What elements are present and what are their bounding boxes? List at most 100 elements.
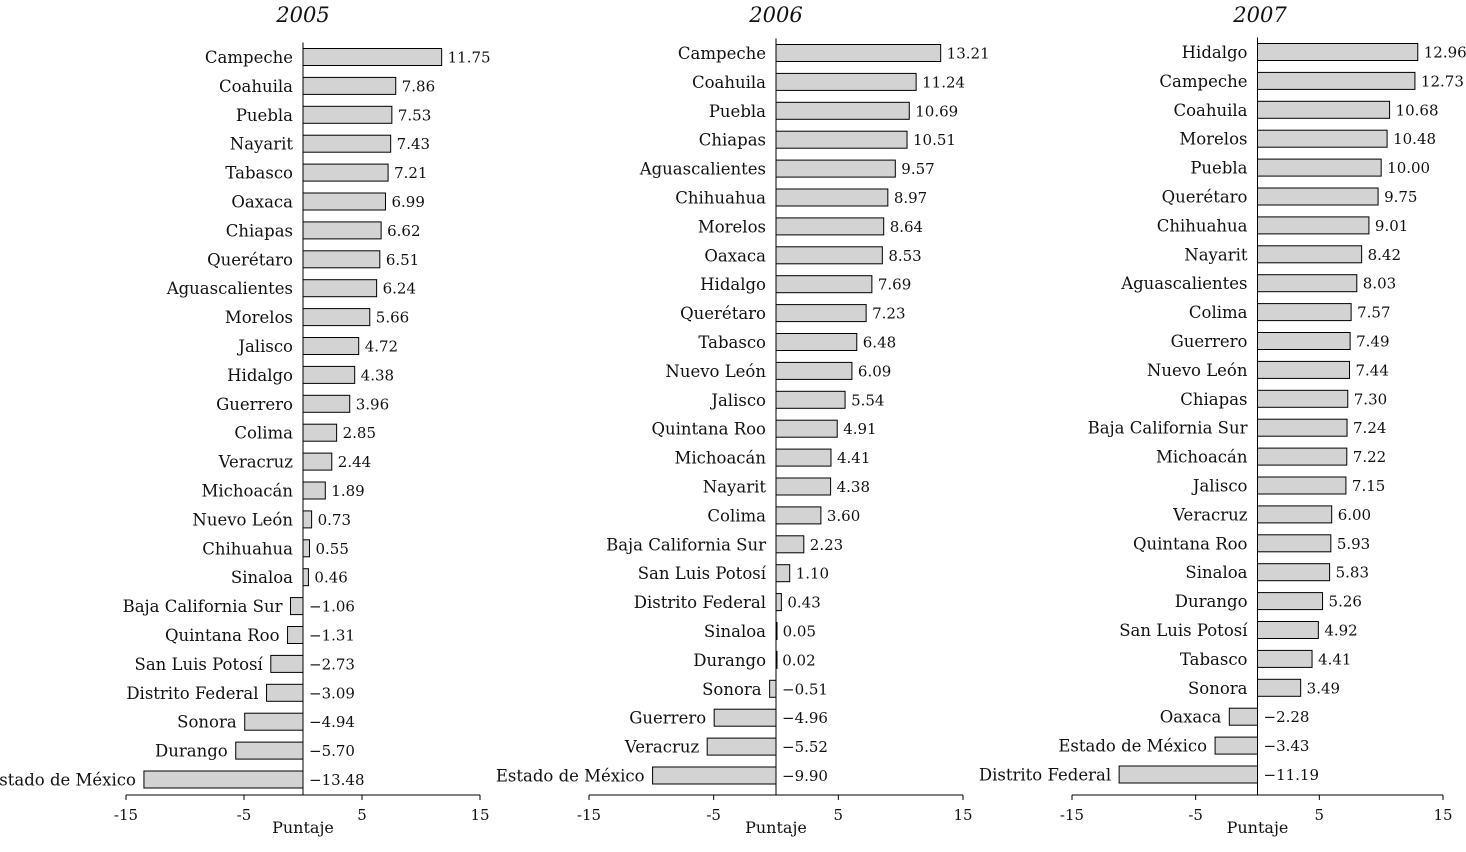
value-label: 7.53 bbox=[398, 106, 431, 124]
value-label: −5.52 bbox=[782, 738, 828, 756]
value-label: 8.42 bbox=[1368, 246, 1401, 264]
value-label: 4.92 bbox=[1324, 622, 1357, 640]
bar bbox=[302, 423, 338, 442]
bar bbox=[244, 712, 304, 731]
panel-title: 2005 bbox=[275, 3, 329, 27]
category-label: Nayarit bbox=[230, 135, 294, 154]
bar bbox=[1257, 534, 1332, 553]
bar bbox=[302, 163, 389, 182]
category-label: Durango bbox=[155, 742, 228, 761]
value-label: 9.01 bbox=[1375, 217, 1408, 235]
category-label: Chihuahua bbox=[202, 539, 293, 558]
category-label: Nuevo León bbox=[665, 362, 766, 381]
category-label: Nayarit bbox=[703, 478, 767, 497]
value-label: 8.97 bbox=[894, 189, 927, 207]
bar bbox=[1257, 303, 1352, 322]
category-label: Chiapas bbox=[1180, 390, 1247, 409]
value-label: 5.83 bbox=[1336, 564, 1369, 582]
value-label: 10.51 bbox=[913, 131, 956, 149]
value-label: −5.70 bbox=[309, 742, 355, 760]
bar bbox=[302, 48, 443, 66]
bar bbox=[1257, 418, 1348, 437]
category-label: Estado de México bbox=[0, 771, 136, 790]
category-label: Tabasco bbox=[1180, 650, 1248, 669]
bar bbox=[302, 105, 393, 124]
bar bbox=[1118, 765, 1258, 784]
category-label: Aguascalientes bbox=[166, 279, 293, 298]
bar bbox=[302, 539, 310, 558]
category-label: Jalisco bbox=[236, 337, 293, 356]
category-label: Distrito Federal bbox=[126, 684, 258, 703]
bar bbox=[302, 510, 313, 529]
category-label: Quintana Roo bbox=[1133, 534, 1248, 553]
value-label: 4.41 bbox=[837, 449, 870, 467]
bar bbox=[302, 452, 333, 471]
category-label: Morelos bbox=[698, 217, 766, 236]
value-label: 7.49 bbox=[1356, 333, 1389, 351]
value-label: 0.05 bbox=[783, 623, 816, 641]
category-label: Baja California Sur bbox=[123, 597, 283, 616]
category-label: Baja California Sur bbox=[606, 535, 766, 554]
bar bbox=[1257, 621, 1319, 639]
value-label: 0.43 bbox=[787, 594, 820, 612]
bar bbox=[652, 766, 777, 785]
bar bbox=[775, 101, 910, 120]
x-tick-label: 15 bbox=[1433, 806, 1452, 824]
bar bbox=[775, 333, 858, 351]
category-label: Jalisco bbox=[709, 391, 766, 410]
bar bbox=[775, 159, 896, 178]
value-label: 11.24 bbox=[922, 73, 965, 91]
bar bbox=[266, 683, 304, 702]
category-label: Aguascalientes bbox=[639, 160, 766, 179]
chart-panel-2005: 2005 Campeche 11.75 Coahuila 7.86 Puebla 7.53 N… bbox=[0, 3, 491, 837]
value-label: 4.72 bbox=[365, 338, 398, 356]
value-label: 3.60 bbox=[827, 507, 860, 525]
bar bbox=[1257, 245, 1363, 264]
bar bbox=[1214, 736, 1258, 755]
category-label: Sonora bbox=[177, 713, 237, 732]
chart-panel-2007: 2007 Hidalgo 12.96 Campeche 12.73 Coahuila 10.… bbox=[979, 3, 1466, 837]
category-label: Colima bbox=[707, 506, 766, 525]
bar bbox=[775, 217, 885, 236]
value-label: 7.43 bbox=[397, 135, 430, 153]
bar bbox=[775, 72, 917, 91]
category-label: Sinaloa bbox=[704, 622, 766, 641]
category-label: Campeche bbox=[1159, 72, 1247, 91]
bar bbox=[775, 246, 883, 265]
category-label: Puebla bbox=[1190, 159, 1247, 178]
category-label: Puebla bbox=[709, 102, 766, 121]
value-label: −2.28 bbox=[1264, 708, 1310, 726]
x-tick-label: -15 bbox=[1060, 806, 1084, 824]
value-label: 4.91 bbox=[843, 420, 876, 438]
bar bbox=[1257, 43, 1419, 61]
panel-title: 2006 bbox=[748, 3, 802, 27]
value-label: 3.96 bbox=[356, 395, 389, 413]
x-axis-title: Puntaje bbox=[1227, 818, 1289, 837]
category-label: San Luis Potosí bbox=[638, 564, 767, 583]
bar bbox=[1257, 71, 1416, 90]
value-label: 7.86 bbox=[402, 77, 435, 95]
bar bbox=[1257, 592, 1324, 611]
bar bbox=[775, 130, 908, 149]
bar bbox=[775, 361, 853, 380]
category-label: Puebla bbox=[236, 106, 293, 125]
category-label: Coahuila bbox=[692, 73, 766, 92]
value-label: 0.46 bbox=[314, 569, 347, 587]
bar bbox=[302, 568, 309, 587]
value-label: 8.53 bbox=[888, 247, 921, 265]
value-label: 7.24 bbox=[1353, 419, 1386, 437]
panel-title: 2007 bbox=[1232, 3, 1287, 27]
value-label: −2.73 bbox=[309, 655, 355, 673]
category-label: Colima bbox=[234, 424, 293, 443]
category-label: Hidalgo bbox=[227, 366, 293, 385]
value-label: 12.96 bbox=[1424, 44, 1466, 62]
category-label: Guerrero bbox=[1171, 332, 1248, 351]
bar bbox=[775, 390, 846, 409]
value-label: 7.21 bbox=[394, 164, 427, 182]
value-label: −9.90 bbox=[782, 767, 828, 785]
value-label: 7.69 bbox=[878, 276, 911, 294]
category-label: Nayarit bbox=[1184, 245, 1248, 264]
category-label: Tabasco bbox=[225, 164, 293, 183]
bar bbox=[143, 770, 304, 789]
bar bbox=[1257, 129, 1388, 148]
